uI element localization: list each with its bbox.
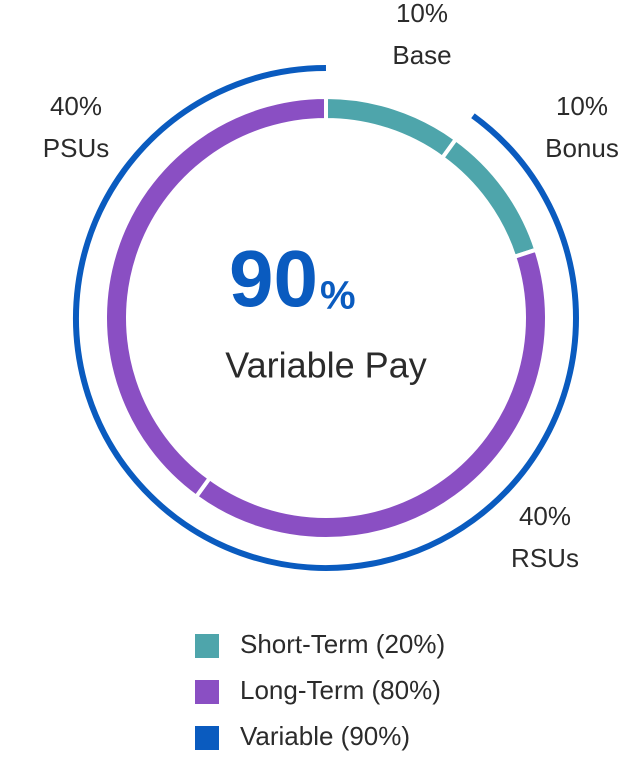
center-caption: Variable Pay <box>225 345 426 386</box>
data-label: 40% <box>50 91 102 121</box>
category-label: RSUs <box>511 543 579 573</box>
center-value: 90 <box>229 234 318 323</box>
variable-arc <box>73 65 579 571</box>
data-label: 40% <box>519 501 571 531</box>
legend-swatch <box>195 680 219 704</box>
legend-swatch <box>195 634 219 658</box>
legend-label: Short-Term (20%) <box>240 629 445 659</box>
legend-label: Long-Term (80%) <box>240 675 441 705</box>
donut-segment <box>324 94 459 161</box>
donut-segment <box>103 94 328 500</box>
legend-label: Variable (90%) <box>240 721 410 751</box>
center-unit: % <box>320 274 356 318</box>
category-label: PSUs <box>43 133 109 163</box>
donut-segment <box>439 136 539 260</box>
category-label: Bonus <box>545 133 619 163</box>
category-label: Base <box>392 40 451 70</box>
data-label: 10% <box>396 0 448 28</box>
data-label: 10% <box>556 91 608 121</box>
legend-swatch <box>195 726 219 750</box>
